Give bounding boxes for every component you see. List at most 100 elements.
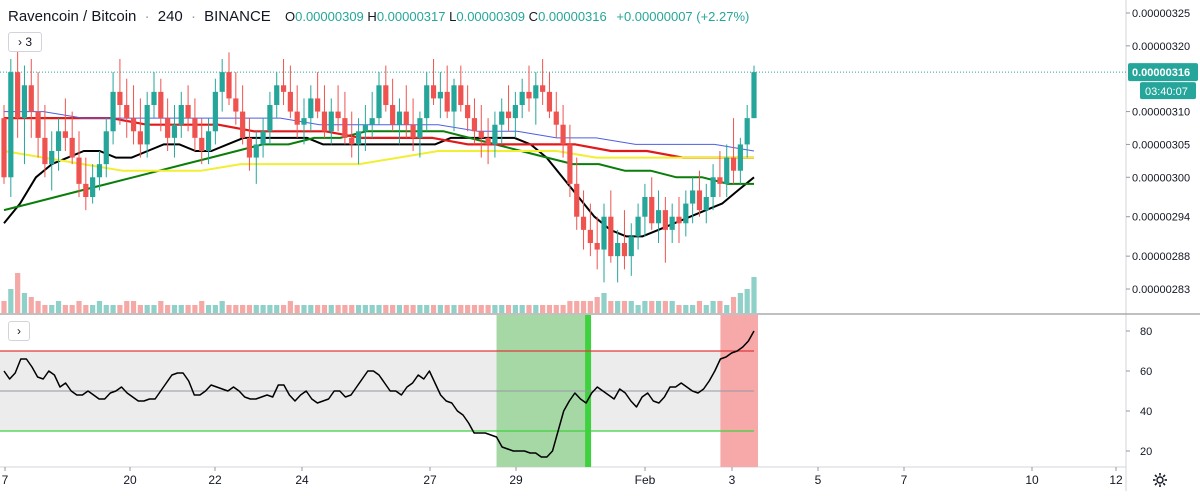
candle-body[interactable] (676, 216, 682, 224)
candle-body[interactable] (76, 157, 82, 184)
candle-body[interactable] (62, 131, 68, 138)
candle-body[interactable] (137, 131, 143, 145)
candle-body[interactable] (21, 85, 28, 119)
candle-body[interactable] (369, 118, 375, 125)
candle-body[interactable] (240, 111, 246, 138)
candle-body[interactable] (205, 131, 212, 151)
candle-body[interactable] (260, 131, 266, 145)
candle-body[interactable] (615, 243, 621, 257)
candle-body[interactable] (574, 183, 580, 217)
candle-body[interactable] (730, 157, 737, 171)
candle-body[interactable] (185, 105, 191, 119)
candle-body[interactable] (690, 190, 696, 204)
candle-body[interactable] (744, 118, 750, 145)
candle-body[interactable] (717, 177, 723, 184)
candle-body[interactable] (287, 91, 293, 112)
candle-body[interactable] (349, 137, 355, 145)
candle-body[interactable] (253, 144, 259, 158)
candle-body[interactable] (662, 210, 668, 230)
candle-body[interactable] (444, 91, 450, 112)
candle-body[interactable] (546, 91, 553, 112)
candle-body[interactable] (492, 124, 498, 145)
candle-body[interactable] (35, 111, 41, 138)
candle-body[interactable] (130, 118, 137, 132)
candle-body[interactable] (410, 124, 416, 138)
candle-body[interactable] (178, 105, 184, 125)
candle-body[interactable] (737, 144, 743, 171)
candle-body[interactable] (103, 131, 109, 165)
candle-body[interactable] (8, 72, 14, 178)
candle-body[interactable] (301, 118, 307, 125)
candle-body[interactable] (560, 124, 566, 145)
candle-body[interactable] (724, 157, 730, 184)
candle-body[interactable] (90, 177, 96, 197)
candle-body[interactable] (587, 229, 593, 243)
candle-body[interactable] (417, 118, 423, 138)
interval-label[interactable]: 240 (157, 8, 183, 25)
candle-body[interactable] (505, 111, 512, 119)
candle-body[interactable] (110, 91, 116, 132)
candle-body[interactable] (376, 85, 382, 119)
candle-body[interactable] (383, 85, 389, 105)
candle-body[interactable] (69, 137, 75, 158)
candle-body[interactable] (96, 164, 103, 178)
indicators-toggle-button[interactable]: › 3 (8, 32, 42, 52)
candle-body[interactable] (703, 197, 709, 211)
candle-body[interactable] (512, 105, 518, 119)
candle-body[interactable] (171, 124, 178, 138)
candle-body[interactable] (199, 137, 205, 151)
candle-body[interactable] (83, 183, 89, 197)
candle-body[interactable] (683, 203, 689, 224)
candle-body[interactable] (567, 144, 573, 184)
candle-body[interactable] (621, 243, 628, 257)
candle-body[interactable] (628, 236, 634, 257)
candle-body[interactable] (315, 98, 321, 112)
candle-body[interactable] (669, 216, 675, 230)
candle-body[interactable] (553, 111, 559, 125)
oscillator-toggle-button[interactable]: › (8, 321, 30, 341)
candle-body[interactable] (246, 137, 253, 158)
candle-body[interactable] (451, 85, 457, 112)
candle-body[interactable] (226, 72, 232, 99)
candle-body[interactable] (458, 85, 464, 105)
candle-body[interactable] (233, 98, 239, 112)
candle-body[interactable] (471, 118, 478, 132)
candle-body[interactable] (42, 137, 48, 165)
candle-body[interactable] (533, 85, 539, 99)
candle-body[interactable] (362, 124, 368, 132)
candle-body[interactable] (424, 85, 430, 119)
candle-body[interactable] (601, 216, 607, 250)
candle-body[interactable] (390, 105, 396, 125)
candle-body[interactable] (396, 111, 403, 125)
candle-body[interactable] (274, 85, 280, 105)
candle-body[interactable] (55, 131, 62, 151)
candle-body[interactable] (158, 91, 164, 119)
candle-body[interactable] (499, 111, 505, 125)
candle-body[interactable] (465, 105, 471, 119)
candle-body[interactable] (594, 243, 600, 250)
candle-body[interactable] (267, 105, 273, 132)
candle-body[interactable] (144, 105, 150, 145)
candle-body[interactable] (635, 216, 641, 237)
candle-body[interactable] (649, 197, 655, 224)
candle-body[interactable] (580, 216, 587, 230)
candle-body[interactable] (526, 91, 532, 99)
candle-body[interactable] (294, 111, 300, 125)
candle-body[interactable] (430, 85, 437, 99)
candle-body[interactable] (124, 105, 130, 119)
candle-body[interactable] (49, 151, 55, 165)
candle-body[interactable] (485, 137, 491, 145)
candle-body[interactable] (403, 111, 409, 125)
gear-icon[interactable] (1152, 472, 1168, 488)
candle-body[interactable] (321, 111, 328, 132)
candle-body[interactable] (328, 111, 334, 132)
candle-body[interactable] (355, 131, 362, 145)
candle-body[interactable] (478, 131, 484, 138)
candle-body[interactable] (1, 118, 7, 178)
candle-body[interactable] (15, 72, 21, 119)
candle-body[interactable] (308, 98, 314, 119)
candle-body[interactable] (212, 91, 218, 132)
candle-body[interactable] (192, 118, 198, 138)
candle-body[interactable] (642, 197, 648, 217)
